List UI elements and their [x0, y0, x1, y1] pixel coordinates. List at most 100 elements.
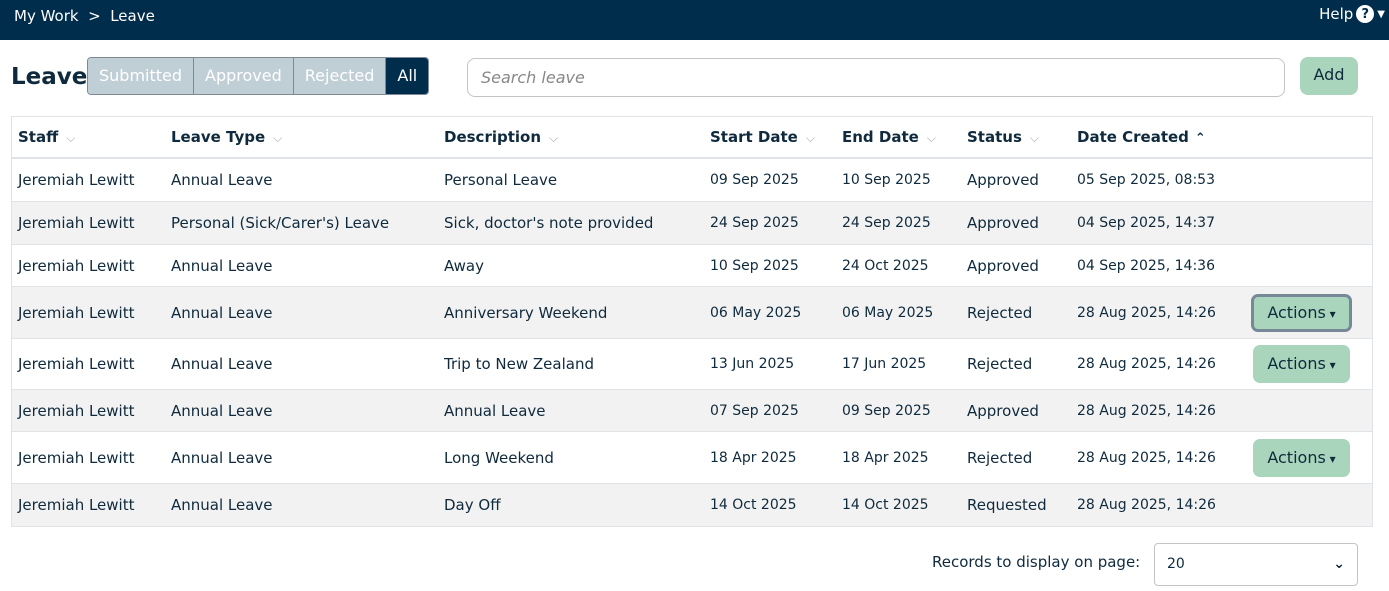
- caret-down-icon: ▾: [1325, 306, 1336, 321]
- filter-all[interactable]: All: [386, 58, 429, 94]
- cell-staff: Jeremiah Lewitt: [18, 256, 135, 275]
- cell-type: Annual Leave: [171, 171, 273, 189]
- table-row: Jeremiah Lewitt Annual Leave Annual Leave 0…: [12, 390, 1372, 432]
- cell-end: 24 Sep 2025: [842, 215, 931, 231]
- column-date-created[interactable]: Date Created ⌃: [1077, 128, 1206, 146]
- cell-staff: Jeremiah Lewitt: [18, 355, 135, 373]
- chevron-down-icon: ⌵: [66, 131, 76, 145]
- column-end-date[interactable]: End Date ⌵: [842, 128, 936, 146]
- cell-desc: Trip to New Zealand: [444, 355, 594, 373]
- column-leave-type[interactable]: Leave Type ⌵: [171, 128, 283, 146]
- search-input[interactable]: Search leave: [467, 58, 1285, 97]
- caret-down-icon: ▾: [1325, 358, 1336, 372]
- actions-button[interactable]: Actions ▾: [1253, 345, 1350, 383]
- cell-type: Annual Leave: [171, 303, 273, 322]
- cell-status: Approved: [967, 256, 1039, 275]
- cell-end: 06 May 2025: [842, 304, 934, 321]
- sort-ascending-icon: ⌃: [1194, 131, 1206, 146]
- caret-down-icon: ▼: [1377, 8, 1385, 20]
- records-per-page-value: 20: [1167, 556, 1185, 572]
- top-bar: My Work > Leave Help ? ▼: [0, 0, 1389, 40]
- chevron-down-icon: ⌄: [1333, 556, 1345, 572]
- cell-status: Approved: [967, 401, 1039, 420]
- breadcrumb[interactable]: My Work > Leave: [14, 7, 155, 25]
- cell-created: 04 Sep 2025, 14:37: [1077, 215, 1215, 231]
- status-filter: Submitted Approved Rejected All: [87, 57, 430, 95]
- filter-submitted[interactable]: Submitted: [88, 58, 195, 94]
- cell-start: 07 Sep 2025: [710, 402, 799, 419]
- cell-desc: Away: [444, 256, 484, 275]
- records-per-page-label: Records to display on page:: [932, 553, 1141, 571]
- table-row: Jeremiah Lewitt Annual Leave Long Weekend 1…: [12, 432, 1372, 484]
- records-per-page-select[interactable]: 20 ⌄: [1154, 543, 1358, 586]
- table-row: Jeremiah Lewitt Personal (Sick/Carer's) L…: [12, 202, 1372, 245]
- cell-end: 10 Sep 2025: [842, 172, 931, 188]
- cell-desc: Sick, doctor's note provided: [444, 214, 654, 232]
- cell-start: 14 Oct 2025: [710, 497, 797, 513]
- cell-staff: Jeremiah Lewitt: [18, 496, 135, 514]
- caret-down-icon: ▾: [1325, 451, 1336, 466]
- table-row: Jeremiah Lewitt Annual Leave Away 10 Sep 20…: [12, 245, 1372, 287]
- column-start-date[interactable]: Start Date ⌵: [710, 128, 815, 146]
- cell-staff: Jeremiah Lewitt: [18, 214, 135, 232]
- chevron-down-icon: ⌵: [926, 131, 936, 145]
- filter-approved[interactable]: Approved: [194, 58, 294, 94]
- cell-start: 24 Sep 2025: [710, 215, 799, 231]
- column-staff[interactable]: Staff ⌵: [18, 128, 76, 146]
- add-button[interactable]: Add: [1300, 57, 1358, 95]
- column-description[interactable]: Description ⌵: [444, 128, 559, 146]
- cell-created: 28 Aug 2025, 14:26: [1077, 402, 1216, 419]
- cell-status: Approved: [967, 214, 1039, 232]
- leave-table: Staff ⌵ Leave Type ⌵ Description ⌵ Start Da…: [11, 116, 1373, 527]
- cell-created: 28 Aug 2025, 14:26: [1077, 304, 1216, 321]
- cell-staff: Jeremiah Lewitt: [18, 401, 135, 420]
- cell-start: 06 May 2025: [710, 304, 802, 321]
- cell-staff: Jeremiah Lewitt: [18, 448, 135, 467]
- cell-start: 09 Sep 2025: [710, 172, 799, 188]
- cell-type: Annual Leave: [171, 496, 273, 514]
- actions-label: Actions: [1267, 354, 1326, 373]
- cell-desc: Day Off: [444, 496, 501, 514]
- column-status[interactable]: Status ⌵: [967, 128, 1039, 146]
- cell-desc: Long Weekend: [444, 448, 554, 467]
- cell-start: 13 Jun 2025: [710, 356, 795, 372]
- cell-created: 28 Aug 2025, 14:26: [1077, 449, 1216, 466]
- cell-desc: Annual Leave: [444, 401, 546, 420]
- cell-created: 28 Aug 2025, 14:26: [1077, 497, 1216, 513]
- cell-start: 18 Apr 2025: [710, 449, 797, 466]
- cell-created: 28 Aug 2025, 14:26: [1077, 356, 1216, 372]
- chevron-down-icon: ⌵: [549, 131, 559, 145]
- filter-rejected[interactable]: Rejected: [293, 58, 387, 94]
- table-row: Jeremiah Lewitt Annual Leave Anniversary W…: [12, 287, 1372, 339]
- chevron-down-icon: ⌵: [273, 131, 283, 145]
- actions-button[interactable]: Actions ▾: [1253, 438, 1350, 477]
- cell-staff: Jeremiah Lewitt: [18, 303, 135, 322]
- table-row: Jeremiah Lewitt Annual Leave Day Off 14 Oct…: [12, 484, 1372, 526]
- help-menu[interactable]: Help ? ▼: [1319, 5, 1385, 23]
- table-row: Jeremiah Lewitt Annual Leave Trip to New Z…: [12, 339, 1372, 390]
- cell-type: Annual Leave: [171, 448, 273, 467]
- page-title: Leave: [11, 64, 88, 90]
- chevron-down-icon: ⌵: [805, 131, 815, 145]
- cell-type: Annual Leave: [171, 355, 273, 373]
- cell-status: Approved: [967, 171, 1039, 189]
- actions-label: Actions: [1267, 302, 1326, 322]
- cell-desc: Personal Leave: [444, 171, 558, 189]
- cell-created: 04 Sep 2025, 14:36: [1077, 257, 1215, 274]
- cell-status: Rejected: [967, 355, 1033, 373]
- cell-desc: Anniversary Weekend: [444, 303, 608, 322]
- table-header: Staff ⌵ Leave Type ⌵ Description ⌵ Start Da…: [12, 117, 1372, 159]
- actions-button[interactable]: Actions ▾: [1251, 293, 1352, 332]
- cell-end: 14 Oct 2025: [842, 497, 929, 513]
- cell-status: Requested: [967, 496, 1047, 514]
- cell-type: Annual Leave: [171, 401, 273, 420]
- cell-staff: Jeremiah Lewitt: [18, 171, 135, 189]
- help-icon: ?: [1356, 5, 1375, 23]
- cell-status: Rejected: [967, 448, 1033, 467]
- help-label: Help: [1319, 5, 1354, 23]
- cell-created: 05 Sep 2025, 08:53: [1077, 172, 1215, 188]
- cell-end: 18 Apr 2025: [842, 449, 929, 466]
- cell-start: 10 Sep 2025: [710, 257, 799, 274]
- cell-type: Personal (Sick/Carer's) Leave: [171, 214, 390, 232]
- cell-end: 09 Sep 2025: [842, 402, 931, 419]
